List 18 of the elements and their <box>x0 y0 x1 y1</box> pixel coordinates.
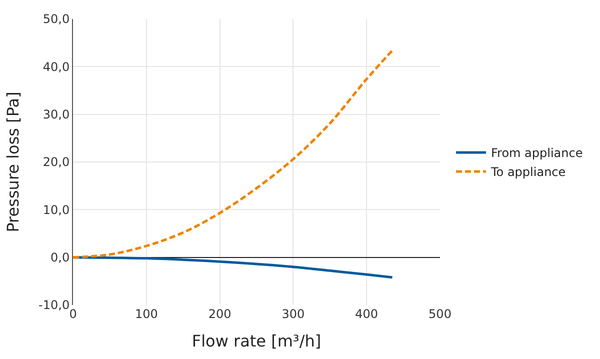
legend-label: From appliance <box>491 146 583 160</box>
x-tick-label: 400 <box>355 307 378 321</box>
y-tick-label: 40,0 <box>42 60 70 74</box>
x-tick-label: 0 <box>69 307 77 321</box>
x-axis-title: Flow rate [m³/h] <box>192 332 322 351</box>
y-tick-label: 0,0 <box>50 250 70 265</box>
x-tick-label: 100 <box>134 307 158 321</box>
y-tick-label: 50,0 <box>42 12 70 26</box>
y-axis-title: Pressure loss [Pa] <box>3 92 22 232</box>
line-series <box>73 49 394 259</box>
x-tick-label: 500 <box>428 307 452 321</box>
y-tick-label: -10,0 <box>38 298 70 312</box>
y-tick-label: 30,0 <box>42 108 70 122</box>
y-tick-label: 20,0 <box>42 155 70 170</box>
y-tick-label: 10,0 <box>42 202 70 217</box>
x-tick-label: 200 <box>208 307 232 321</box>
legend-label: To appliance <box>490 165 566 180</box>
x-tick-label: 300 <box>282 307 305 321</box>
